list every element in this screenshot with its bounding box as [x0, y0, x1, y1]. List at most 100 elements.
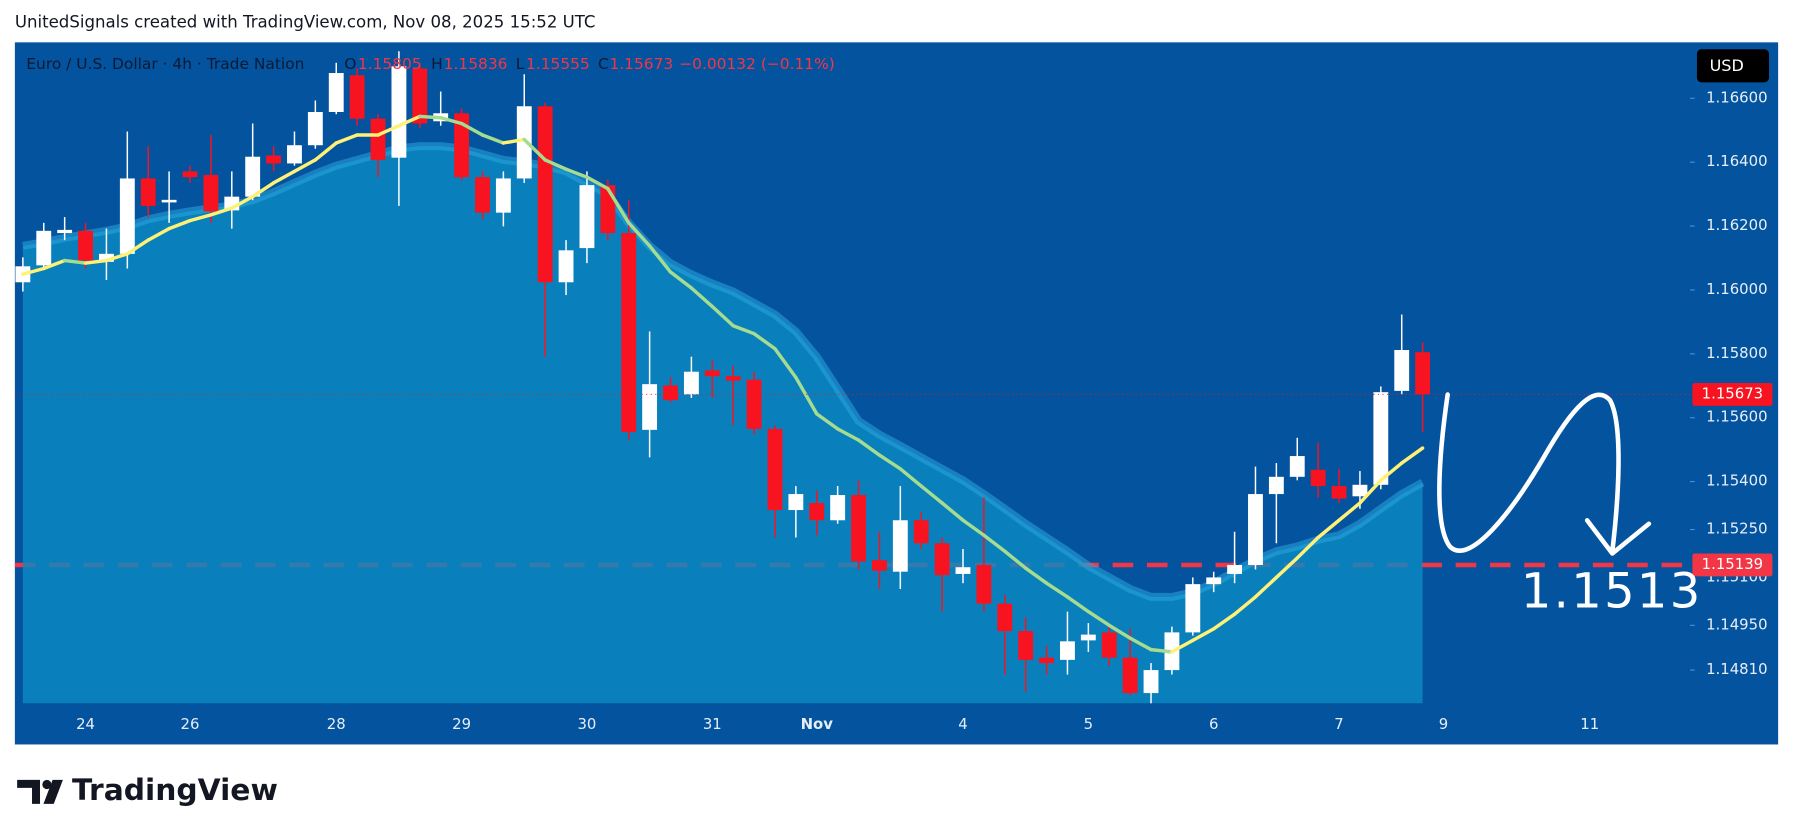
candle-body: [600, 185, 616, 234]
candle-body: [642, 384, 658, 430]
moving-average: [543, 158, 568, 171]
moving-average: [815, 412, 840, 431]
moving-average: [731, 323, 756, 336]
candle-body: [913, 520, 929, 544]
candle-body: [475, 177, 490, 213]
moving-average: [794, 375, 819, 416]
moving-average: [982, 533, 1007, 553]
candle-body: [663, 385, 678, 401]
moving-average: [1086, 609, 1111, 628]
drawn-arrow: [1437, 392, 1652, 556]
moving-average: [1191, 627, 1216, 643]
header-text: UnitedSignals created with TradingView.c…: [15, 12, 596, 31]
moving-average: [919, 484, 944, 505]
currency-badge[interactable]: [1696, 49, 1769, 83]
legend-key: L: [516, 55, 525, 73]
candle-body: [454, 113, 470, 178]
candle-body: [1122, 657, 1138, 694]
candle-body: [1206, 577, 1222, 585]
candle-body: [78, 230, 93, 261]
x-tick-label: 6: [1209, 715, 1218, 733]
candle-body: [725, 376, 741, 381]
moving-average: [334, 133, 359, 145]
moving-average: [104, 252, 130, 263]
candle-body: [1227, 564, 1243, 574]
moving-average: [1232, 595, 1258, 616]
moving-average: [585, 175, 610, 191]
moving-average: [1003, 549, 1028, 570]
candle-body: [516, 106, 532, 179]
y-tick-label: 1.14810: [1706, 660, 1767, 678]
legend-value: 1.15805: [358, 55, 422, 73]
legend-key: H: [431, 55, 443, 73]
candle-body: [746, 379, 762, 429]
moving-average: [250, 181, 276, 199]
moving-average: [564, 167, 589, 179]
candle-body: [830, 495, 846, 521]
candle-body: [955, 567, 971, 574]
symbol: Euro / U.S. Dollar · 4h · Trade Nation: [26, 55, 304, 73]
moving-average: [1107, 623, 1132, 640]
moving-average: [1149, 647, 1174, 654]
legend-value: 1.15555: [526, 55, 590, 73]
level-tag: [1692, 553, 1773, 577]
candle-body: [621, 233, 637, 433]
moving-average: [501, 137, 526, 145]
candle-body: [328, 73, 344, 113]
moving-average: [125, 238, 150, 256]
moving-average: [1211, 612, 1237, 631]
logo-shape: [43, 779, 63, 804]
indicator-area: [22, 146, 1423, 704]
moving-average: [1170, 638, 1195, 654]
moving-average: [1400, 446, 1425, 465]
moving-average: [1274, 556, 1299, 580]
moving-average: [877, 453, 903, 471]
moving-average: [21, 266, 46, 276]
moving-average: [1295, 535, 1320, 560]
candle-body: [579, 185, 595, 249]
moving-average: [167, 218, 192, 231]
moving-average: [856, 438, 882, 457]
logo-text: TradingView: [72, 773, 278, 808]
last-price-label: 1.15673: [1702, 384, 1763, 402]
candle-body: [1039, 657, 1054, 664]
candle-body: [976, 564, 992, 604]
candle-body: [99, 253, 114, 262]
candle-body: [851, 495, 866, 562]
candle-body: [307, 112, 323, 146]
moving-average: [146, 226, 171, 242]
moving-average: [1023, 566, 1049, 585]
y-tick-label: 1.15400: [1706, 472, 1767, 490]
x-tick-label: 7: [1334, 715, 1343, 733]
moving-average: [689, 286, 715, 309]
moving-average: [271, 169, 297, 185]
moving-average: [710, 304, 735, 328]
candle-body: [370, 118, 386, 160]
moving-average: [438, 116, 464, 126]
candle-body: [140, 178, 156, 206]
candle-body: [287, 145, 302, 164]
x-tick-label: 28: [327, 715, 346, 733]
moving-average: [668, 270, 694, 290]
y-tick-label: 1.16600: [1706, 88, 1767, 106]
moving-average: [188, 213, 213, 223]
candle-body: [537, 106, 553, 283]
moving-average: [83, 258, 109, 265]
candle-body: [1101, 632, 1117, 658]
moving-average: [773, 346, 798, 380]
moving-average: [1253, 575, 1279, 599]
y-tick-label: 1.14950: [1706, 615, 1767, 633]
candle-body: [892, 520, 908, 572]
legend-value: 1.15673: [609, 55, 673, 73]
x-tick-label: Nov: [801, 715, 834, 733]
moving-average: [522, 137, 547, 162]
legend-value: 1.15836: [444, 55, 508, 73]
moving-average: [647, 244, 673, 274]
candle-body: [203, 174, 219, 212]
moving-average: [480, 133, 506, 145]
candle-body: [1394, 349, 1410, 391]
legend-key: C: [598, 55, 609, 73]
candle-body: [1185, 584, 1201, 633]
y-tick-label: 1.16000: [1706, 280, 1767, 298]
